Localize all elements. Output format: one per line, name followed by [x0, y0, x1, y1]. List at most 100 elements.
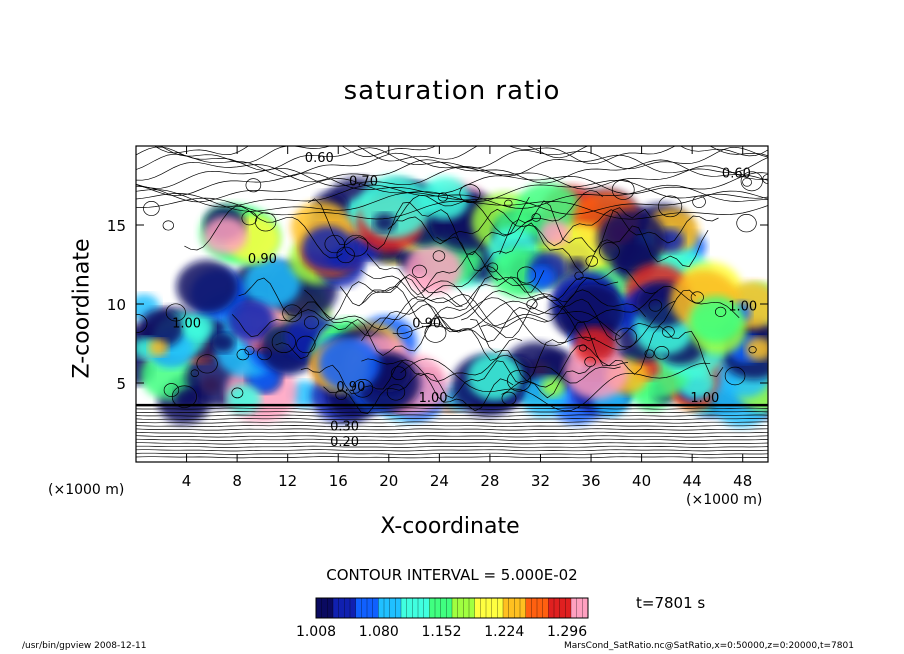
contour-label: 0.20: [330, 435, 359, 450]
colorbar-cell: [537, 598, 544, 618]
x-tick-label: 40: [632, 472, 651, 490]
colorbar-cell: [440, 598, 447, 618]
contour-loop: [352, 378, 374, 398]
contour-line: [436, 222, 709, 274]
contour-loop: [574, 271, 584, 280]
x-tick-label: 48: [733, 472, 752, 490]
contour-line: [387, 189, 604, 236]
colorbar-cell: [480, 598, 487, 618]
contour-line: [499, 200, 652, 255]
contour-loop: [736, 214, 757, 233]
contour-loop: [162, 220, 174, 231]
contour-line: [136, 165, 768, 190]
x-unit-label-left: (×1000 m): [48, 482, 125, 498]
contour-loop: [459, 184, 481, 203]
contour-label: 1.00: [690, 391, 719, 406]
contour-loop: [236, 348, 250, 361]
colorbar-cell: [503, 598, 510, 618]
contour-loop: [296, 335, 316, 354]
fill-blob: [183, 313, 214, 340]
colorbar-cell: [321, 598, 328, 618]
contour-loop: [516, 266, 536, 284]
contour-loop: [742, 177, 752, 187]
time-label: t=7801 s: [636, 594, 706, 612]
contour-loop: [231, 387, 244, 399]
contour-loop: [437, 192, 448, 202]
chart-title: saturation ratio: [343, 76, 561, 106]
x-unit-label-right: (×1000 m): [686, 492, 763, 508]
contour-line: [136, 411, 768, 414]
contour-line: [308, 196, 530, 255]
colorbar-cell: [554, 598, 561, 618]
colorbar-cell: [457, 598, 464, 618]
fill-blob: [148, 339, 169, 357]
contour-line: [136, 159, 768, 184]
fill-blob: [226, 384, 261, 414]
colorbar-cell: [582, 598, 589, 618]
colorbar-tick-label: 1.008: [296, 624, 336, 640]
contour-loop: [615, 327, 638, 348]
fill-blob: [373, 213, 396, 233]
x-axis: 4 8 12 16 20 24 28 32 36 40 44 48: [182, 146, 752, 490]
contour-label: 1.00: [172, 317, 201, 332]
colorbar-cell: [350, 598, 357, 618]
colorbar-cell: [548, 598, 555, 618]
contour-loop: [507, 369, 532, 392]
contour-label: 0.30: [330, 419, 359, 434]
colorbar-cell: [367, 598, 374, 618]
colorbar-cell: [361, 598, 368, 618]
colorbar-cell: [418, 598, 425, 618]
contour-line: [366, 250, 545, 296]
contour-line: [136, 431, 768, 434]
contour-loop: [143, 201, 160, 216]
colorbar-cell: [338, 598, 345, 618]
colorbar-cell: [327, 598, 334, 618]
colorbar-cell: [389, 598, 396, 618]
colorbar-cell: [571, 598, 578, 618]
colorbar-cell: [559, 598, 566, 618]
fill-blob: [419, 176, 470, 220]
contour-line: [136, 449, 768, 452]
contour-loop: [282, 304, 303, 323]
contour-loop: [390, 366, 407, 381]
fill-blob: [541, 376, 565, 398]
fill-blob: [138, 308, 184, 348]
contour-line: [136, 428, 768, 431]
x-tick-label: 8: [232, 472, 242, 490]
contour-loop: [692, 195, 706, 208]
contour-loop: [611, 179, 635, 200]
contour-loop: [654, 346, 670, 360]
contour-loop: [585, 255, 598, 267]
contour-label: 1.00: [419, 391, 448, 406]
fill-blob: [540, 220, 570, 246]
contour-line: [480, 289, 696, 341]
contour-layer: [136, 146, 768, 459]
contour-line: [136, 414, 768, 417]
colorbar-cell: [344, 598, 351, 618]
y-axis-label: Z-coordinate: [69, 238, 95, 379]
colorbar-cell: [520, 598, 527, 618]
x-tick-label: 12: [278, 472, 297, 490]
contour-loop: [644, 349, 655, 359]
contour-loop: [662, 326, 675, 338]
contour-label: 0.90: [336, 380, 365, 395]
colorbar-cell: [474, 598, 481, 618]
contour-line: [136, 178, 768, 203]
colorbar-frame: [315, 597, 589, 619]
x-tick-label: 4: [182, 472, 192, 490]
x-tick-label: 32: [531, 472, 550, 490]
contour-line: [461, 285, 740, 323]
contour-line: [136, 445, 768, 448]
contour-line: [136, 438, 768, 441]
fill-blob: [689, 296, 743, 343]
contour-loop: [335, 389, 347, 401]
contour-loop: [724, 366, 746, 386]
contour-label-layer: 0.60 0.70 0.60 0.90 1.00 0.90 1.00 1.00 1.00 0.90…: [172, 151, 757, 450]
contour-label: 0.70: [349, 175, 378, 190]
contour-loop: [658, 195, 683, 218]
contour-line: [159, 146, 768, 165]
contour-line: [501, 344, 629, 395]
colorbar-cell: [423, 598, 430, 618]
colorbar-cell: [378, 598, 385, 618]
contour-line: [136, 435, 768, 438]
